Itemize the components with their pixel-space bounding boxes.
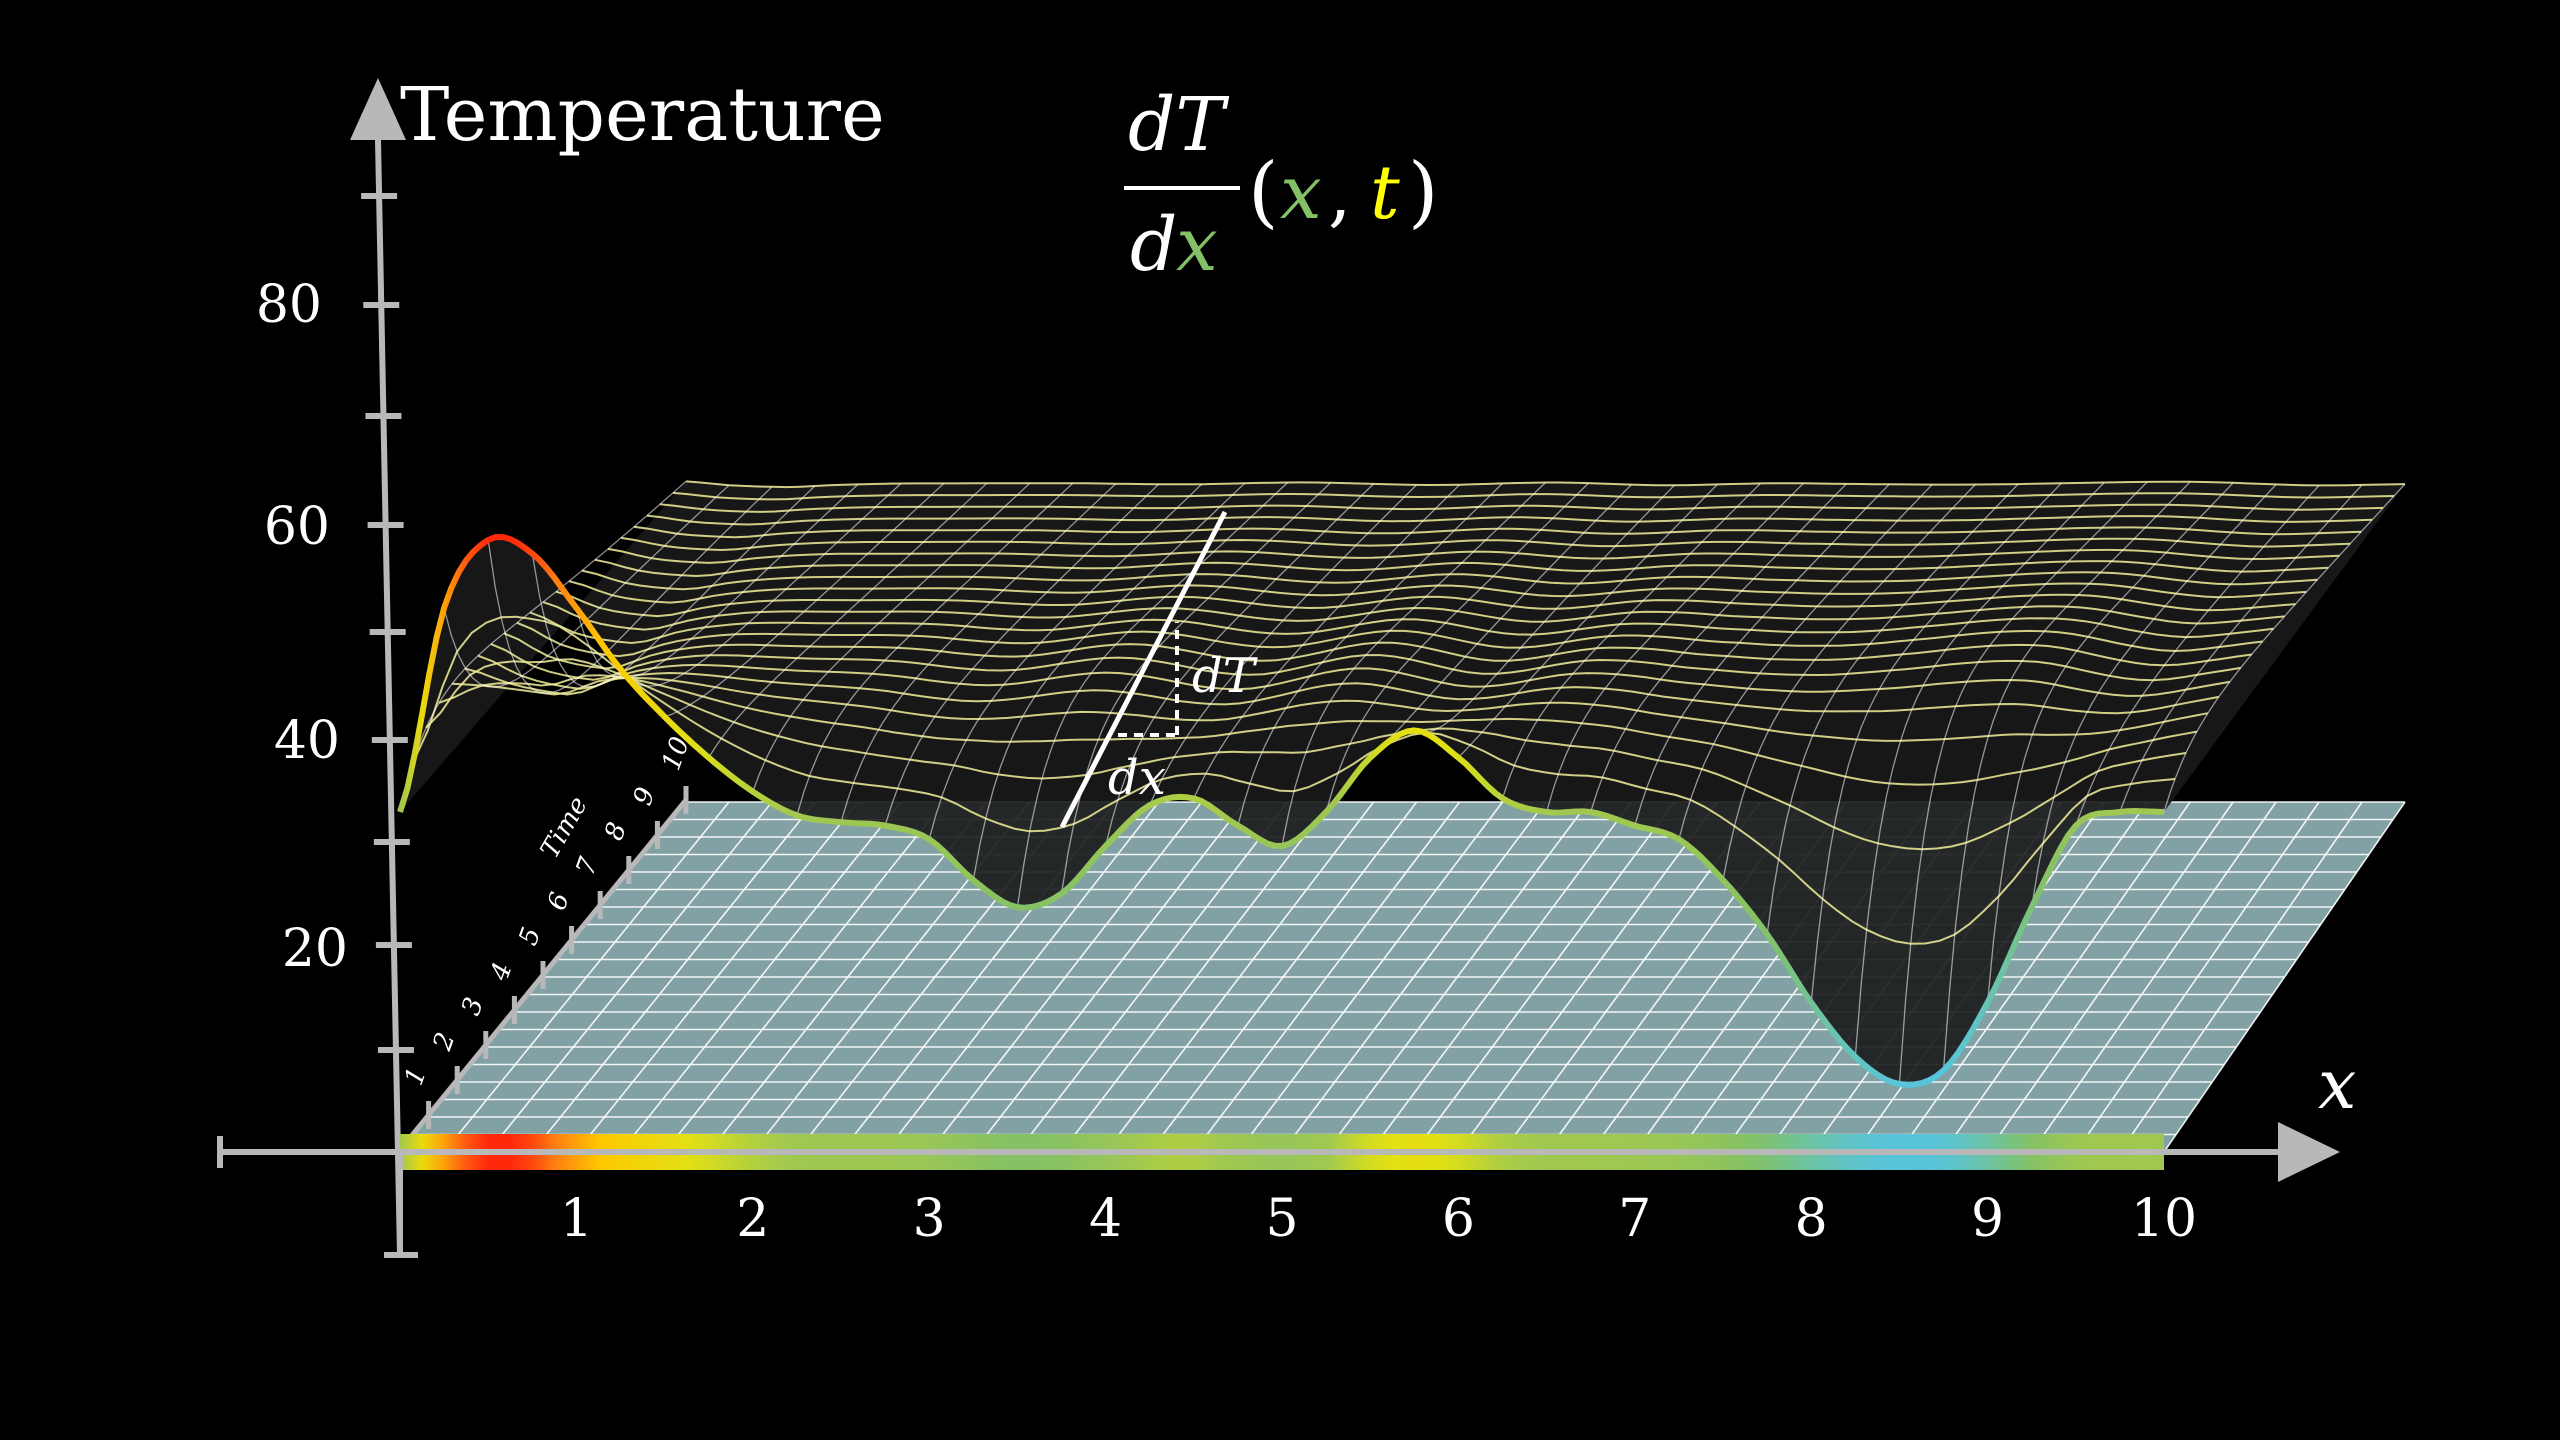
formula-denominator-d: d	[1130, 202, 1177, 288]
time-tick-label: 8	[599, 819, 633, 845]
temperature-tick-labels: 20 40 60 80	[256, 275, 348, 979]
temperature-tick-label: 60	[264, 497, 330, 557]
surface-x-line	[1193, 484, 1461, 799]
x-tick-label: 9	[1971, 1189, 2004, 1249]
derivative-formula: dT d x ( x , t )	[1124, 82, 1438, 288]
surface-x-line	[1766, 483, 2019, 935]
surface-x-line	[1722, 484, 1976, 881]
surface-x-line	[884, 483, 1160, 826]
x-tick-label: 3	[913, 1189, 946, 1249]
surface-x-line	[2163, 483, 2406, 813]
surface-x-line	[1325, 482, 1589, 813]
surface-shade	[400, 481, 2405, 1085]
surface-x-line	[1986, 482, 2234, 1003]
x-tick-labels: 1 2 3 4 5 6 7 8 9 10	[560, 1189, 2197, 1249]
x-tick-label: 4	[1089, 1189, 1122, 1249]
x-tick-label: 7	[1618, 1189, 1651, 1249]
surface-x-line	[1898, 481, 2148, 1085]
time-tick-label: 7	[571, 853, 605, 879]
derivative-annotation: dT dx	[1059, 510, 1258, 829]
surface-x-line	[1545, 482, 1804, 813]
time-tick-label: 6	[542, 889, 576, 915]
surface-x-line	[1016, 482, 1289, 908]
surface-x-line	[1501, 482, 1761, 799]
temperature-axis-arrow	[350, 78, 406, 140]
surface-x-line	[2031, 483, 2277, 908]
surface-x-line	[531, 485, 816, 688]
temperature-ticks	[361, 193, 414, 1053]
x-tick-label: 2	[736, 1189, 769, 1249]
surface-x-line	[1414, 484, 1675, 734]
surface-x-line	[796, 482, 1074, 816]
surface-x-line	[487, 486, 773, 695]
formula-close-paren: )	[1408, 147, 1438, 237]
time-tick-label: 4	[484, 959, 518, 986]
x-axis	[217, 1122, 2340, 1258]
dT-label: dT	[1192, 648, 1258, 704]
time-floor-grid	[399, 801, 2406, 1153]
time-tick-label: 3	[456, 994, 490, 1020]
surface-x-line	[664, 482, 945, 718]
surface-x-line	[752, 482, 1031, 792]
surface-x-line	[620, 483, 902, 687]
x-tick-label: 6	[1442, 1189, 1475, 1249]
surface-x-line	[708, 482, 988, 758]
surface-x-line	[928, 483, 1203, 840]
temperature-tick-label: 40	[274, 711, 340, 771]
time-tick-label: 9	[628, 784, 662, 810]
surface-x-line	[2075, 484, 2320, 826]
surface-x-line	[1457, 483, 1718, 759]
temperature-axis-line	[375, 139, 403, 1256]
formula-numerator: dT	[1128, 82, 1229, 168]
surface-x-line	[840, 483, 1117, 823]
x-tick-label: 1	[560, 1189, 593, 1249]
surface-x-line	[399, 480, 687, 813]
time-tick-label: 2	[427, 1029, 461, 1056]
surface-x-line	[1678, 484, 1933, 840]
dx-label: dx	[1108, 750, 1166, 806]
surface-x-line	[1149, 484, 1418, 806]
surface-x-line	[1590, 483, 1847, 813]
temperature-axis-label: Temperature	[400, 72, 885, 158]
time-axis-label: Time	[535, 792, 594, 864]
surface-x-line	[1104, 483, 1375, 847]
x-tick-label: 8	[1795, 1189, 1828, 1249]
surface-x-line	[972, 482, 1246, 881]
time-tick-label: 5	[513, 924, 547, 950]
formula-open-paren: (	[1248, 147, 1278, 237]
surface-x-line	[1942, 481, 2191, 1071]
surface-x-line	[575, 483, 859, 679]
temperature-axis	[350, 78, 414, 1256]
tangent-line	[1059, 510, 1228, 829]
x-tick-label: 5	[1265, 1189, 1298, 1249]
surface-x-line	[1634, 483, 1890, 826]
formula-x-variable: x	[1280, 150, 1322, 236]
initial-temperature-curve	[397, 534, 2165, 1088]
temperature-tick-label: 20	[282, 919, 348, 979]
formula-comma: ,	[1328, 150, 1352, 236]
surface-x-line	[1060, 482, 1332, 894]
formula-t-variable: t	[1370, 150, 1400, 236]
formula-denominator-x: x	[1176, 202, 1218, 288]
surface-x-line	[1237, 482, 1503, 826]
surface-x-line	[1281, 482, 1546, 847]
x-axis-arrow	[2278, 1122, 2340, 1182]
surface-x-line	[2119, 484, 2363, 813]
temperature-tick-label: 80	[256, 275, 322, 335]
surface-x-line	[1369, 484, 1632, 759]
temperature-surface-mesh	[399, 480, 2406, 1085]
surface-x-line	[1854, 482, 2105, 1057]
x-tick-label: 10	[2131, 1189, 2197, 1249]
time-tick-label: 1	[399, 1064, 433, 1090]
x-axis-label: x	[2318, 1046, 2356, 1125]
surface-x-line	[1810, 482, 2062, 1003]
